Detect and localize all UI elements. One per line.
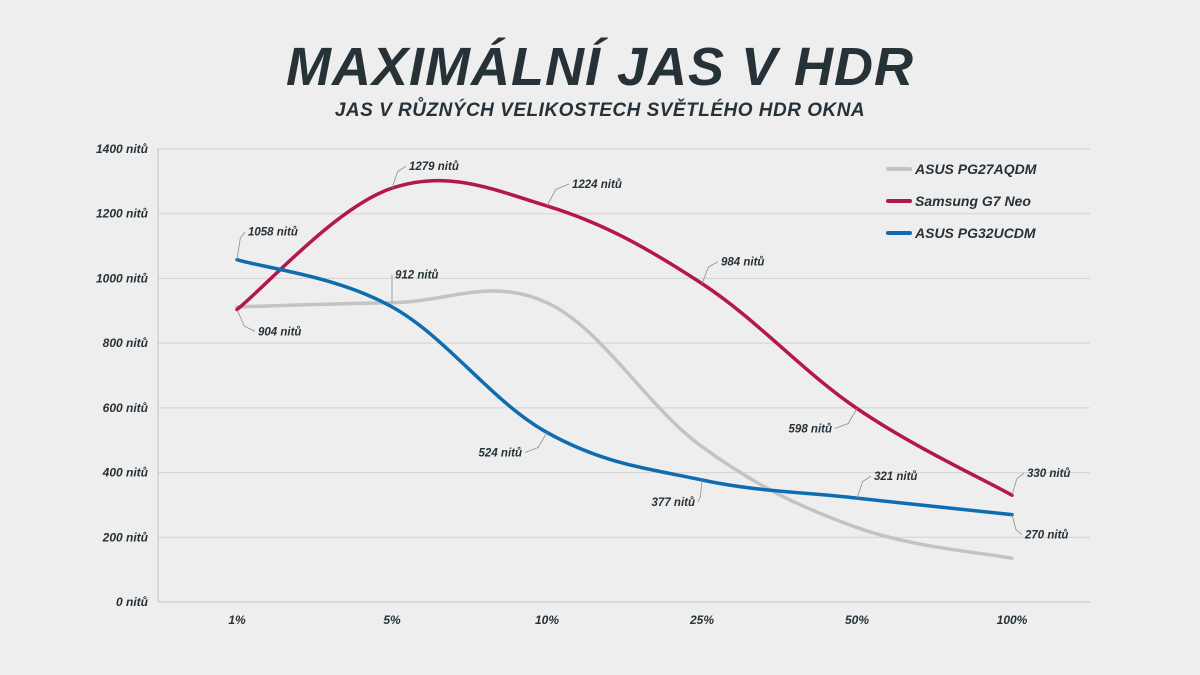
y-tick-label: 1400 nitů: [96, 142, 149, 156]
data-label: 377 nitů: [652, 497, 695, 509]
y-tick-label: 1000 nitů: [96, 271, 149, 285]
y-tick-label: 600 nitů: [103, 401, 149, 415]
x-tick-label: 10%: [535, 613, 559, 627]
data-label-leader: [524, 432, 548, 453]
y-tick-label: 400 nitů: [102, 466, 149, 480]
data-label: 1224 nitů: [572, 179, 622, 191]
data-label: 524 nitů: [479, 447, 522, 459]
legend-label: Samsung G7 Neo: [915, 193, 1031, 209]
chart-title: MAXIMÁLNÍ JAS V HDR: [285, 37, 915, 97]
data-label-leader: [697, 479, 703, 503]
data-label-leader: [391, 165, 407, 189]
series-line-1: [235, 178, 1014, 497]
data-label: 1279 nitů: [409, 161, 459, 173]
data-label-leader: [1011, 472, 1025, 496]
chart-subtitle: JAS V RŮZNÝCH VELIKOSTECH SVĚTLÉHO HDR O…: [334, 100, 866, 121]
x-tick-label: 100%: [997, 613, 1028, 627]
y-tick-label: 1200 nitů: [96, 207, 149, 221]
data-label-leader: [236, 231, 246, 260]
data-label-leader: [236, 309, 256, 332]
data-label-leader: [834, 408, 858, 429]
y-tick-label: 200 nitů: [102, 530, 149, 544]
legend-label: ASUS PG27AQDM: [914, 161, 1037, 177]
data-label-leader: [701, 261, 719, 284]
data-label-leader: [546, 183, 570, 207]
data-label: 912 nitů: [395, 270, 438, 282]
y-tick-label: 800 nitů: [103, 336, 149, 350]
series-line-2: [235, 257, 1014, 517]
data-label: 321 nitů: [874, 471, 917, 483]
x-tick-label: 50%: [845, 613, 869, 627]
data-label: 984 nitů: [721, 257, 764, 269]
data-label: 270 nitů: [1024, 530, 1068, 542]
data-label: 904 nitů: [258, 326, 301, 338]
data-label: 1058 nitů: [248, 227, 298, 239]
data-label: 598 nitů: [789, 424, 832, 436]
series-line-0: [235, 289, 1014, 561]
data-label: 330 nitů: [1027, 468, 1070, 480]
x-tick-label: 1%: [228, 613, 246, 627]
legend-label: ASUS PG32UCDM: [914, 225, 1036, 241]
y-tick-label: 0 nitů: [116, 595, 149, 609]
x-tick-label: 5%: [383, 613, 401, 627]
x-tick-label: 25%: [689, 613, 714, 627]
data-label-leader: [1011, 514, 1023, 535]
data-label-leader: [856, 475, 872, 499]
